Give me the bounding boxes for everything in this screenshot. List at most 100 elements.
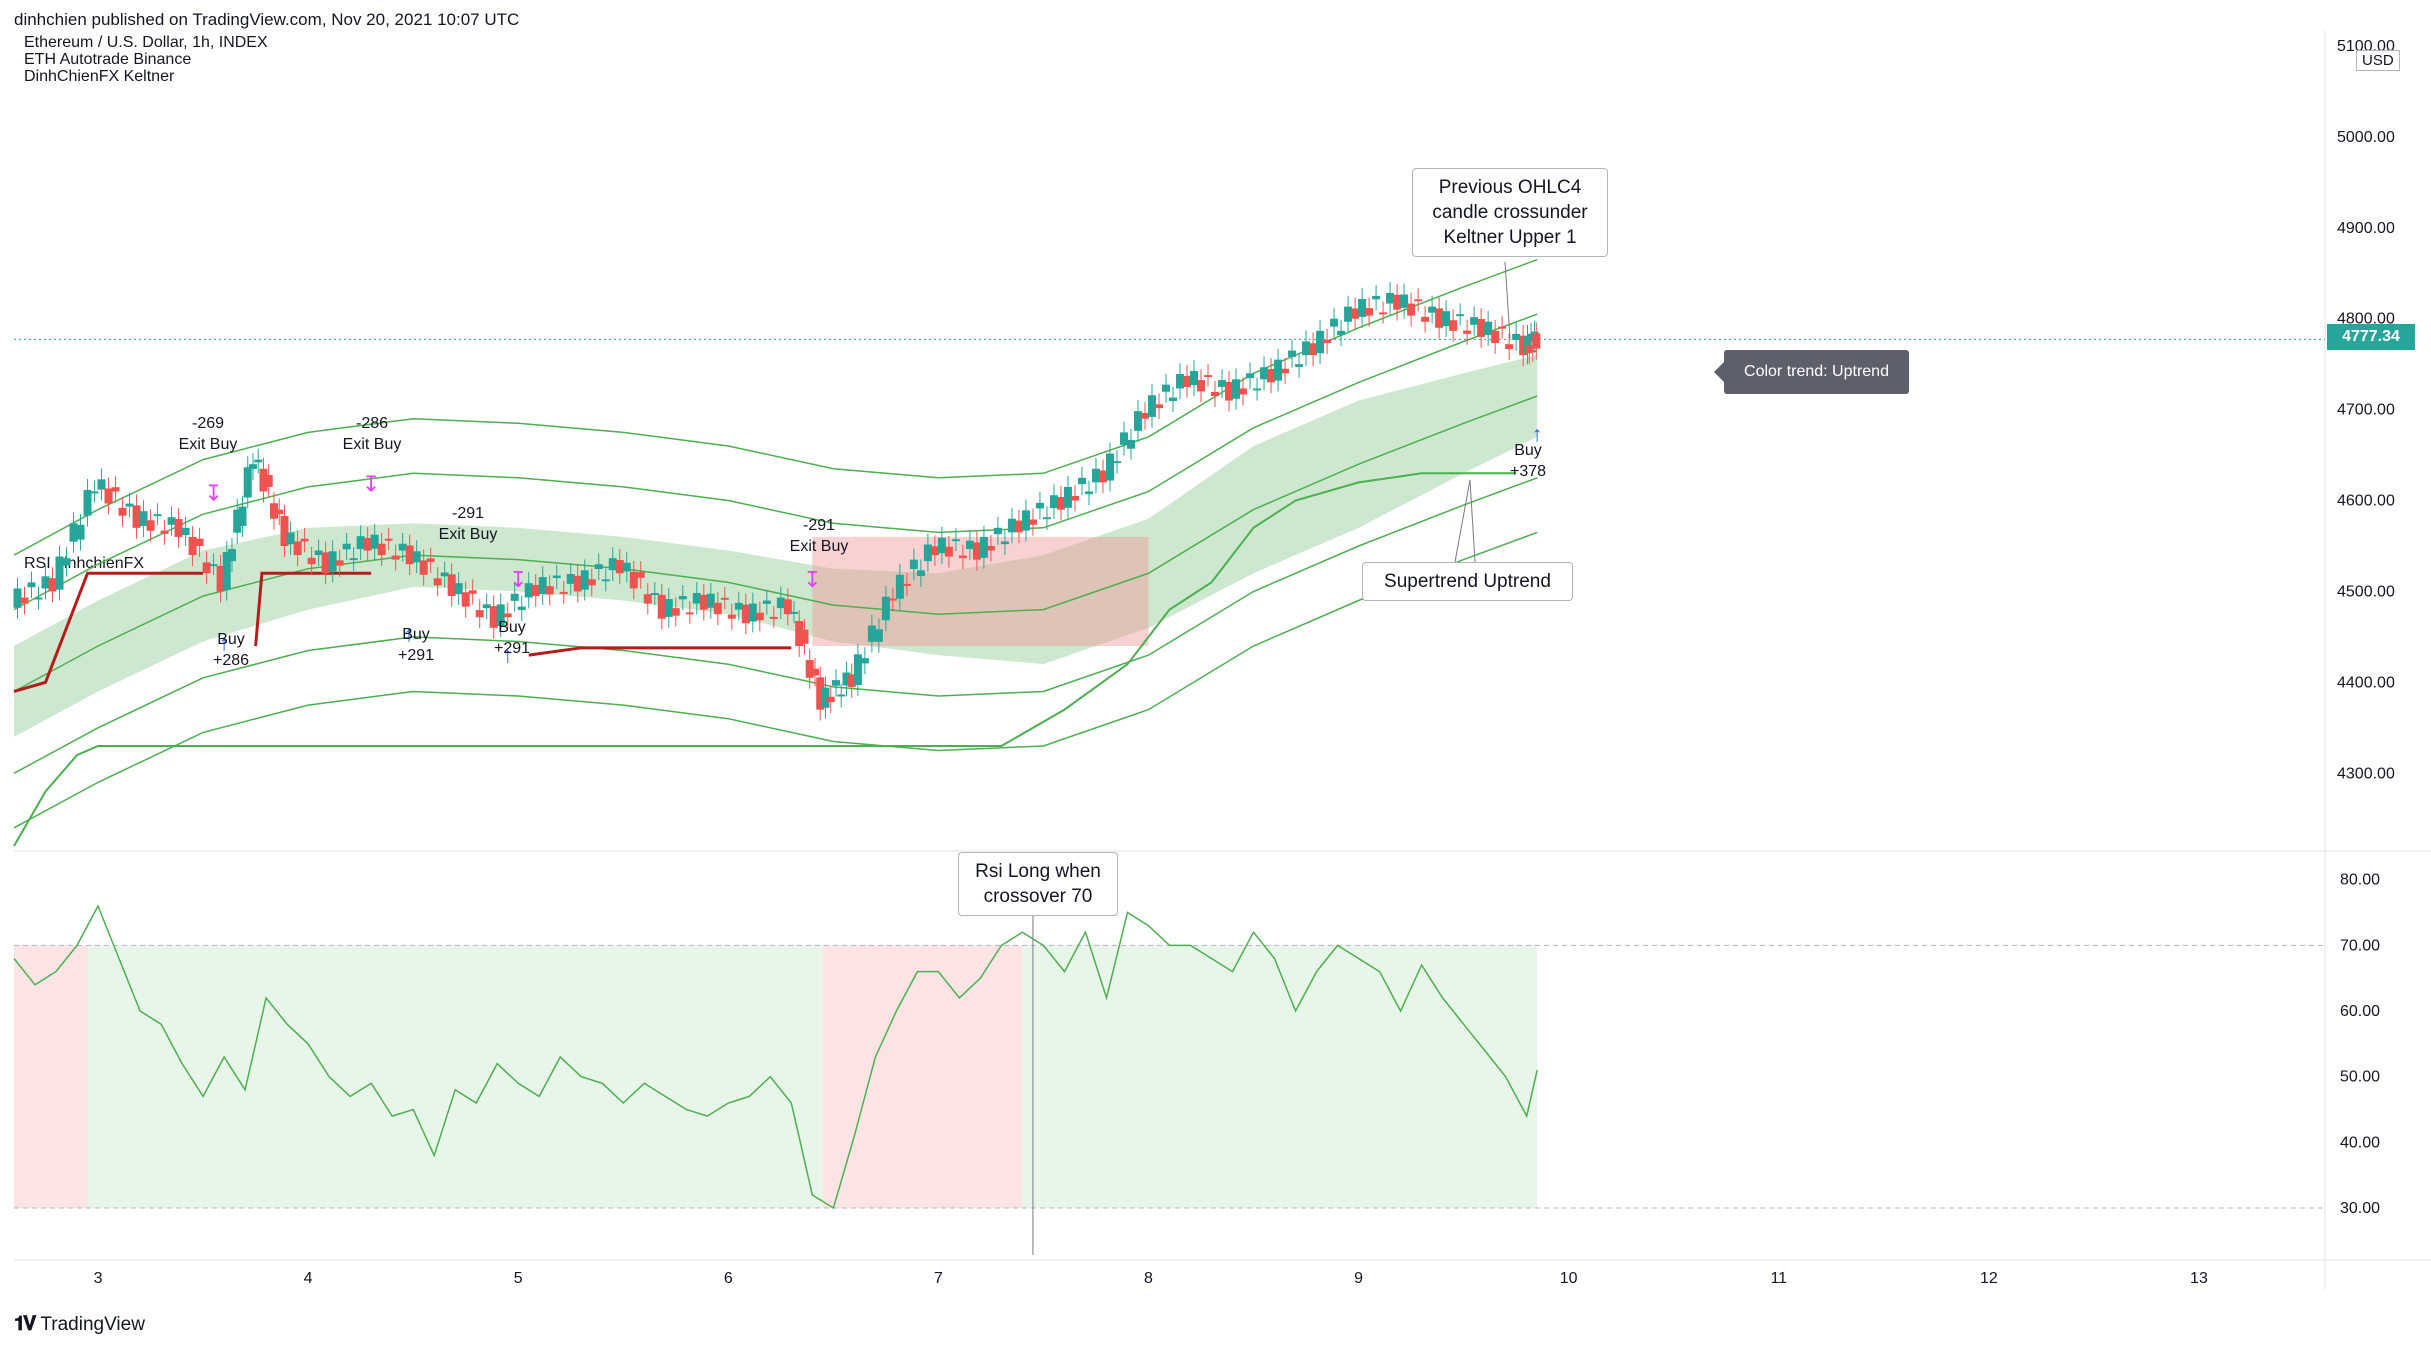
time-tick-label: 5: [514, 1270, 523, 1287]
candle-body: [216, 566, 225, 592]
candle-body: [1063, 486, 1072, 508]
candle-body: [118, 507, 127, 516]
candle-body: [489, 606, 498, 628]
trade-exit-3: -291 Exit Buy: [428, 503, 508, 545]
candle-body: [1154, 404, 1163, 409]
rsi-zone-green: [87, 945, 823, 1209]
candle-body: [580, 570, 589, 590]
candle-body: [573, 575, 582, 592]
candle-body: [706, 593, 715, 608]
candle-body: [377, 543, 386, 556]
candle-body: [104, 488, 113, 504]
candle-body: [482, 604, 491, 609]
candle-body: [259, 468, 268, 492]
candle-body: [69, 523, 78, 542]
candle-body: [1344, 306, 1353, 322]
rsi-zone-green: [1022, 945, 1538, 1209]
candle-body: [937, 537, 946, 554]
candle-body: [1232, 379, 1241, 399]
candle-body: [930, 546, 939, 556]
candle-body: [496, 604, 505, 626]
candle-body: [867, 625, 876, 642]
candle-body: [1414, 299, 1423, 302]
candle-body: [1147, 395, 1156, 417]
candle-body: [1183, 375, 1192, 387]
price-tick-label: 4900.00: [2337, 220, 2395, 237]
candle-body: [1042, 517, 1051, 520]
keltner-lower-line: [13, 531, 1538, 829]
supertrend-annotation[interactable]: Supertrend Uptrend: [1362, 562, 1573, 601]
publisher-header: dinhchien published on TradingView.com, …: [14, 10, 520, 29]
trade-pnl: -291: [802, 517, 836, 534]
candle-body: [370, 534, 379, 549]
trade-exit-4: -291 Exit Buy: [779, 515, 859, 557]
candle-body: [1267, 369, 1276, 383]
candle-body: [34, 597, 43, 600]
candle-body: [692, 592, 701, 604]
candle-body: [762, 600, 771, 604]
candle-body: [622, 562, 631, 572]
candle-body: [125, 503, 134, 507]
candle-body: [1260, 367, 1269, 380]
candle-body: [342, 543, 351, 550]
supertrend-pointer: [1469, 479, 1476, 563]
trade-pnl: -291: [451, 505, 485, 522]
candle-body: [1358, 299, 1367, 317]
candle-body: [1091, 468, 1100, 483]
candle-body: [650, 592, 659, 595]
time-tick-label: 3: [94, 1270, 103, 1287]
candle-body: [531, 584, 540, 596]
ohlc4-annotation[interactable]: Previous OHLC4 candle crossunder Keltner…: [1412, 168, 1608, 257]
candle-body: [1519, 335, 1528, 356]
candle-body: [965, 540, 974, 550]
candle-body: [664, 599, 673, 617]
candle-body: [678, 596, 687, 600]
legend-indicator[interactable]: DinhChienFX Keltner: [24, 68, 175, 85]
candle-body: [363, 537, 372, 551]
axes: 5100.005000.004900.004800.004700.004600.…: [94, 38, 2395, 1287]
candle-body: [275, 509, 284, 515]
legend-strategy[interactable]: ETH Autotrade Binance: [24, 51, 192, 68]
candle-body: [800, 629, 809, 644]
candle-body: [20, 597, 29, 604]
candle-body: [146, 520, 155, 531]
rsi-annotation[interactable]: Rsi Long when crossover 70: [958, 852, 1118, 916]
buy-arrow-icon: ↑: [1532, 421, 1543, 446]
trade-buy-3: Buy +291: [482, 617, 542, 659]
candle-body: [566, 574, 575, 584]
candle-body: [1442, 311, 1451, 326]
color-trend-tooltip: Color trend: Uptrend: [1714, 350, 1909, 394]
candle-body: [643, 594, 652, 604]
legend-rsi[interactable]: RSI dinhchienFX: [24, 555, 145, 572]
trade-action: Exit Buy: [342, 436, 402, 453]
candle-body: [902, 583, 911, 586]
candle-body: [174, 519, 183, 537]
candle-body: [209, 564, 218, 567]
candle-body: [517, 606, 526, 611]
trade-action: Exit Buy: [789, 538, 849, 555]
candle-body: [888, 598, 897, 601]
candle-body: [1428, 306, 1437, 313]
candle-body: [1112, 461, 1121, 464]
candle-body: [1274, 359, 1283, 381]
candle-body: [821, 687, 830, 708]
candle-body: [468, 590, 477, 594]
candle-body: [909, 559, 918, 570]
candle-body: [243, 467, 252, 498]
legend-symbol[interactable]: Ethereum / U.S. Dollar, 1h, INDEX: [24, 34, 268, 51]
tradingview-logo-icon: 𝟏𝐕: [14, 1313, 36, 1335]
candle-body: [280, 516, 289, 546]
candle-body: [734, 602, 743, 610]
time-tick-label: 11: [1770, 1270, 1787, 1287]
candle-body: [1449, 320, 1458, 331]
candle-body: [1316, 330, 1325, 354]
candle-body: [1365, 308, 1374, 316]
candle-body: [810, 668, 819, 676]
footer-brand[interactable]: 𝟏𝐕 TradingView: [14, 1313, 145, 1336]
candle-body: [545, 586, 554, 595]
currency-label[interactable]: USD: [2356, 50, 2400, 71]
indicator-lines: [13, 258, 1538, 847]
trade-action: Buy: [217, 631, 245, 648]
candle-body: [587, 579, 596, 586]
